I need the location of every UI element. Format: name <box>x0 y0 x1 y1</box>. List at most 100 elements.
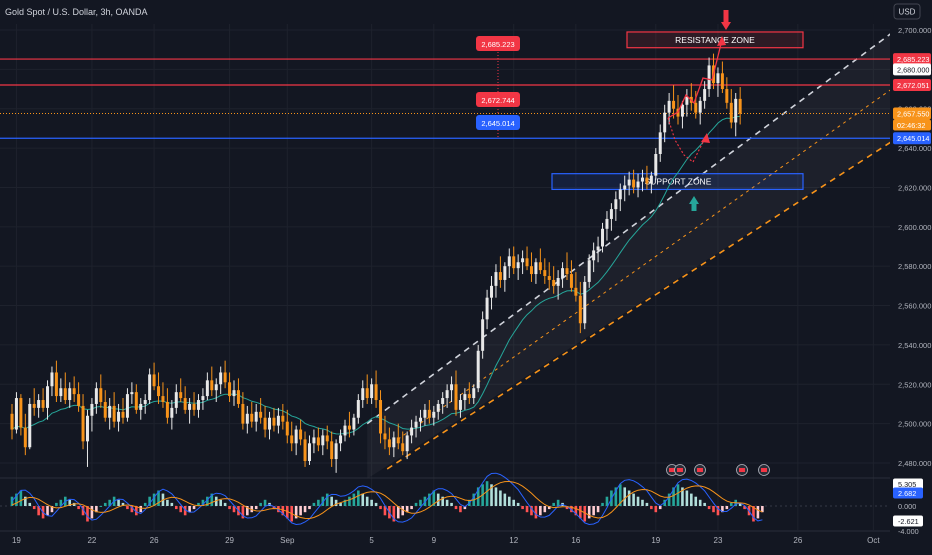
macd-axis-box <box>893 515 923 527</box>
price-label-text: 2,672.051 <box>897 81 929 90</box>
macd-histogram-bar <box>197 502 200 506</box>
candle-body <box>179 392 183 399</box>
candle-body <box>356 400 360 418</box>
price-label-box[interactable] <box>893 132 931 145</box>
candle-body <box>41 400 45 408</box>
candle-body <box>698 100 702 113</box>
price-label-box[interactable] <box>893 79 931 92</box>
macd-histogram-bar <box>157 490 160 506</box>
macd-histogram-bar <box>641 499 644 506</box>
macd-histogram-bar <box>396 506 400 519</box>
currency-button-frame[interactable] <box>893 3 921 20</box>
candle-body <box>632 179 636 188</box>
macd-histogram-bar <box>303 506 307 513</box>
candle-body <box>46 386 50 408</box>
macd-histogram-bar <box>543 506 547 513</box>
macd-histogram-bar <box>583 506 587 522</box>
macd-histogram-bar <box>108 499 111 506</box>
candle-body <box>219 372 223 385</box>
macd-histogram-bar <box>530 506 533 516</box>
candle-body <box>738 98 742 114</box>
currency-button[interactable]: USD <box>893 3 921 20</box>
macd-histogram-bar <box>170 502 174 506</box>
time-axis[interactable]: 19222629Sep591216192326Oct71014 <box>12 536 932 545</box>
price-label-box[interactable] <box>893 63 931 76</box>
horizontal-lines[interactable] <box>0 58 890 139</box>
price-tick-label: 2,600.000 <box>898 223 931 232</box>
macd-histogram-bar <box>272 506 276 510</box>
candle-body <box>250 413 254 422</box>
resistance-zone-box[interactable] <box>626 31 804 49</box>
macd-histogram-bar <box>24 496 27 506</box>
macd-histogram-bar <box>618 484 622 506</box>
channel-mid-line[interactable] <box>391 0 932 444</box>
time-tick-label: Sep <box>280 536 295 545</box>
macd-histogram-bar <box>121 502 125 506</box>
price-tag-box[interactable] <box>476 36 520 51</box>
macd-axis-label: 0.000 <box>898 502 916 511</box>
zones[interactable]: RESISTANCE ZONE SUPPORT ZONE <box>551 31 804 191</box>
macd-panel <box>0 472 932 532</box>
resistance-down-arrow-stem <box>723 10 729 22</box>
candle-body <box>605 218 609 229</box>
candle-body <box>19 398 23 428</box>
candle-body <box>214 384 218 391</box>
candle-body <box>245 413 249 424</box>
candle-body <box>529 266 533 275</box>
candle-body <box>734 98 738 123</box>
candle-body <box>703 89 707 101</box>
candle-body <box>423 409 427 418</box>
candle-body <box>254 411 258 422</box>
price-label-text: 2,685.223 <box>897 55 929 64</box>
candle-body <box>534 262 538 275</box>
price-tag-box[interactable] <box>476 92 520 107</box>
macd-histogram-bar <box>579 506 582 519</box>
event-icons[interactable] <box>666 464 770 476</box>
macd-histogram-bar <box>37 506 40 516</box>
candle-body <box>63 388 67 401</box>
us-flag-icon-stripe <box>739 468 745 472</box>
candle-body <box>232 390 236 397</box>
price-label-box[interactable] <box>893 53 931 66</box>
price-tag-label: 2,645.014 <box>481 119 514 128</box>
candle-body <box>37 400 41 408</box>
candle-body <box>316 437 320 446</box>
candle-body <box>59 388 63 397</box>
price-axis[interactable]: 2,480.000 2,500.000 2,520.000 2,540.000 2,56… <box>890 0 932 550</box>
candle-body <box>330 441 334 460</box>
candle-body <box>623 185 627 190</box>
projection-arrows <box>667 10 731 211</box>
candle-body <box>152 374 156 387</box>
macd-histogram-bar <box>681 487 684 506</box>
candle-body <box>401 443 405 452</box>
candle-body <box>343 425 347 436</box>
macd-histogram-bar <box>445 499 449 506</box>
macd-histogram-bar <box>50 506 54 513</box>
candle-body <box>32 403 36 408</box>
macd-histogram-bar <box>410 506 413 510</box>
signal-line <box>11 480 763 520</box>
macd-histogram-bar <box>152 493 156 506</box>
candle-body <box>325 435 329 442</box>
macd-histogram-bar <box>672 487 675 506</box>
macd-histogram-bar <box>135 506 138 516</box>
price-tag-box[interactable] <box>476 115 520 130</box>
candle-body <box>54 372 58 397</box>
candle-body <box>485 297 489 320</box>
price-tags[interactable]: 2,685.223 2,672.744 2,645.014 <box>476 36 520 138</box>
macd-histogram-bar <box>143 502 147 506</box>
candle-body <box>303 439 307 462</box>
candle-body <box>339 435 343 444</box>
macd-histogram-bar <box>539 506 542 516</box>
macd-histogram-bar <box>650 506 653 510</box>
price-tag-label: 2,672.744 <box>481 96 514 105</box>
candle-body <box>130 392 134 395</box>
macd-histogram-bar <box>712 506 715 513</box>
macd-histogram-bar <box>361 493 365 506</box>
macd-histogram-bar <box>459 506 462 513</box>
macd-axis-box <box>893 487 923 499</box>
candle-body <box>196 400 200 410</box>
macd-histogram-bar <box>707 506 711 510</box>
price-label-box[interactable] <box>893 107 931 120</box>
